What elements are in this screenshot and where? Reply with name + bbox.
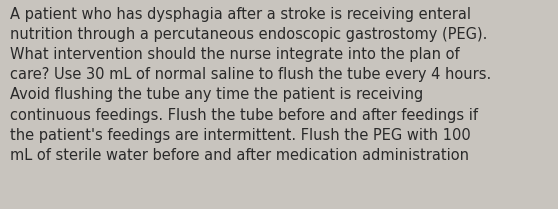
- Text: A patient who has dysphagia after a stroke is receiving enteral
nutrition throug: A patient who has dysphagia after a stro…: [10, 7, 491, 163]
